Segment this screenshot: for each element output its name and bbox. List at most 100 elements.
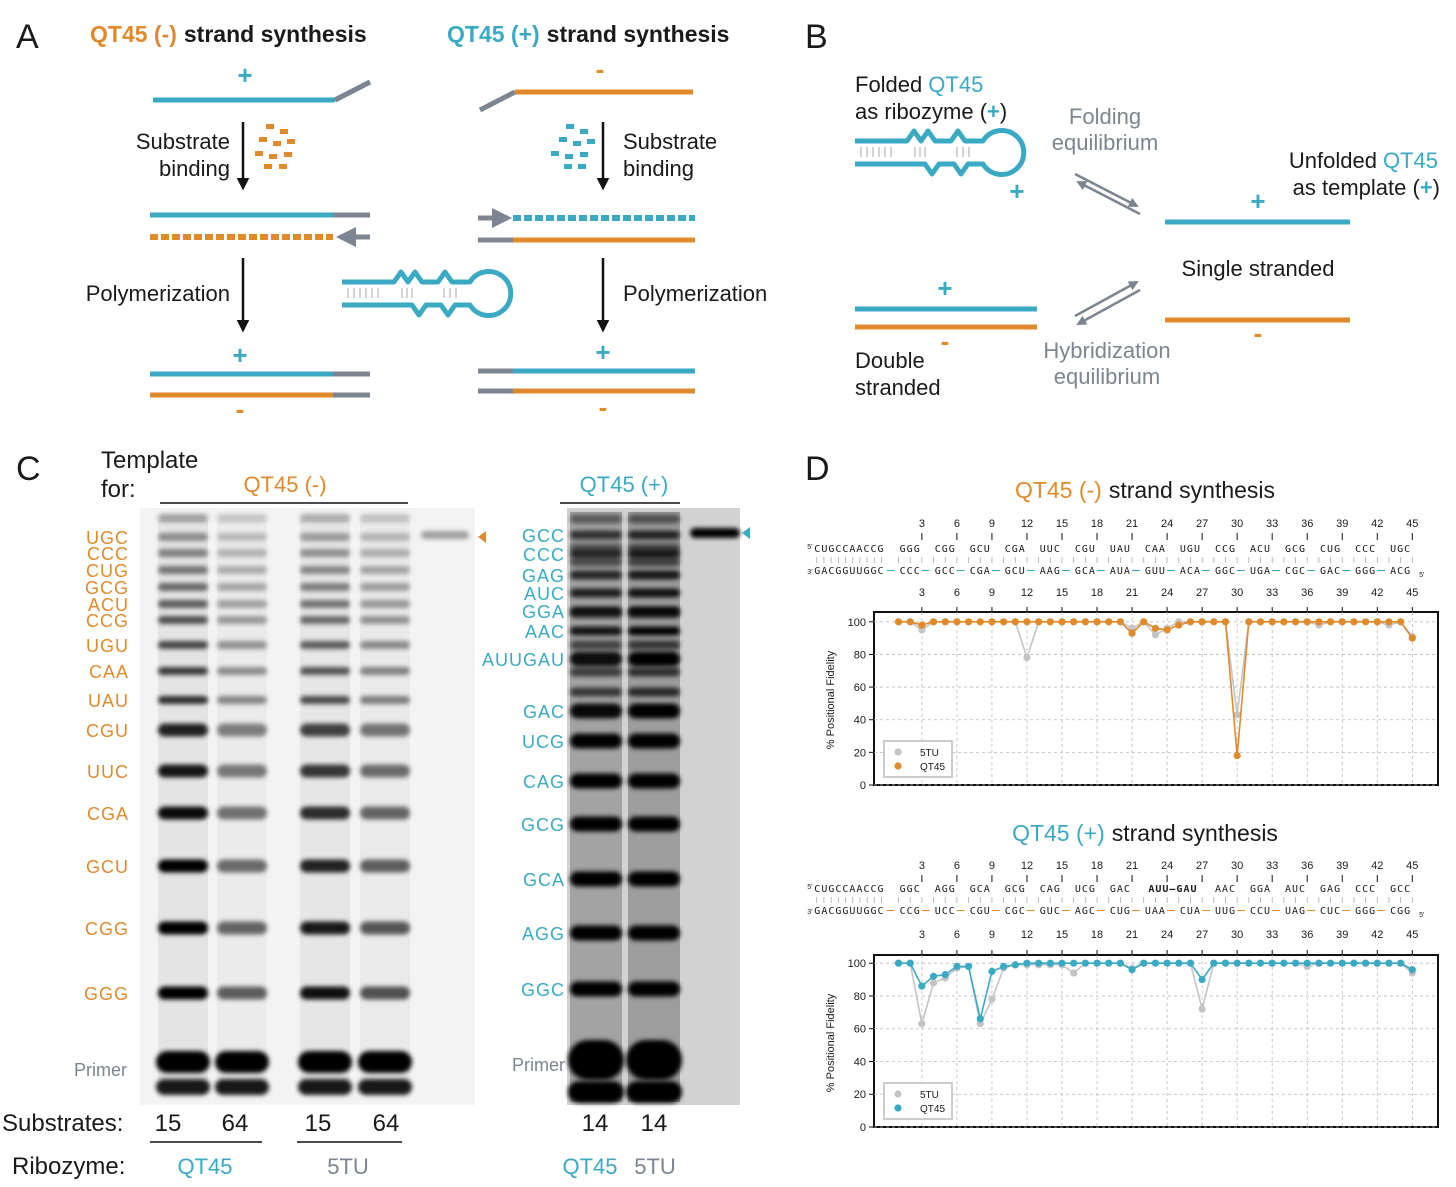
- gel-band: [358, 1051, 412, 1073]
- y-tick-label: 100: [848, 958, 866, 970]
- gel-band: [217, 986, 267, 1000]
- band-label: UGU: [86, 636, 129, 656]
- data-point: [1035, 618, 1043, 626]
- gel-band: [628, 651, 680, 667]
- codon: UCC: [935, 906, 956, 917]
- codon: UCG: [1075, 884, 1096, 895]
- gel-band: [300, 723, 350, 737]
- overhang: [333, 79, 372, 103]
- data-point: [1116, 959, 1124, 967]
- codon: CGU: [1075, 544, 1096, 555]
- gel-band: [570, 514, 622, 524]
- gel-band: [570, 981, 622, 997]
- gel-band: [628, 530, 680, 540]
- x-tick-label: 39: [1336, 929, 1348, 941]
- full-length-marker: [478, 531, 486, 543]
- panel-title: QT45 (+) strand synthesis: [447, 21, 729, 47]
- gel-band: [217, 764, 267, 778]
- label: Unfolded QT45: [1289, 148, 1438, 173]
- gel-band: [158, 986, 208, 1000]
- data-point: [1315, 618, 1323, 626]
- data-point: [1198, 618, 1206, 626]
- codon: AUC: [1285, 884, 1306, 895]
- label-part: ): [1000, 99, 1007, 124]
- gel-band: [628, 514, 680, 524]
- data-point: [1256, 618, 1265, 626]
- panel-letter: D: [805, 450, 830, 488]
- gel-band: [570, 773, 622, 789]
- step-label: Polymerization: [86, 281, 230, 306]
- title-rest: strand synthesis: [1112, 820, 1278, 846]
- gel-band: [217, 806, 267, 820]
- y-tick-label: 0: [860, 780, 866, 792]
- data-point: [964, 618, 973, 626]
- x-tick-label: 21: [1126, 929, 1138, 941]
- data-point: [988, 967, 996, 975]
- legend-box: [883, 740, 953, 778]
- minus-sign: -: [596, 54, 605, 84]
- y-tick-label: 0: [860, 1122, 866, 1134]
- y-tick-label: 80: [854, 649, 866, 661]
- prime-label: 5′: [807, 884, 813, 891]
- data-point: [1233, 959, 1241, 967]
- codon: AGC: [1075, 906, 1096, 917]
- codon: CUA: [1180, 906, 1201, 917]
- data-point: [1058, 959, 1066, 967]
- gel-band: [217, 616, 267, 624]
- x-tick-label: 33: [1266, 929, 1278, 941]
- label-part: +: [1420, 175, 1433, 200]
- codon: ACA: [1180, 566, 1201, 577]
- label: Hybridization: [1043, 338, 1170, 363]
- data-point: [1280, 618, 1288, 626]
- codon: AGG: [935, 884, 956, 895]
- ribozyme-name: 5TU: [634, 1154, 676, 1179]
- data-point: [941, 971, 949, 979]
- codon: CGA: [1005, 544, 1026, 555]
- gel-band: [360, 566, 410, 574]
- data-point: [1397, 959, 1405, 967]
- gel-band: [217, 533, 267, 541]
- label-part: +: [987, 99, 1000, 124]
- x-tick-label: 6: [954, 587, 960, 599]
- x-tick-label: 3: [919, 518, 925, 530]
- codon: UAA: [1145, 906, 1166, 917]
- data-point: [1268, 959, 1276, 967]
- data-point: [1210, 618, 1218, 626]
- x-tick-label: 18: [1091, 518, 1103, 530]
- gel-band: [570, 557, 622, 567]
- gel-band: [300, 806, 350, 820]
- gel-band: [300, 764, 350, 778]
- data-point: [1326, 618, 1335, 626]
- x-tick-label: 30: [1231, 518, 1243, 530]
- data-point: [1046, 959, 1054, 967]
- gel-band: [360, 806, 410, 820]
- gel-band: [628, 871, 680, 887]
- plus-sign: +: [937, 273, 952, 303]
- data-point: [1256, 959, 1265, 967]
- legend-label: QT45: [920, 1104, 945, 1115]
- gel-band: [360, 514, 410, 522]
- legend-box: [883, 1082, 953, 1120]
- legend-marker: [894, 1090, 902, 1098]
- x-tick-label: 24: [1161, 518, 1173, 530]
- full-length-marker: [742, 527, 750, 539]
- chart-title: QT45 (+) strand synthesis: [1012, 820, 1278, 846]
- gel-band: [628, 773, 680, 789]
- x-tick-label: 42: [1371, 929, 1383, 941]
- x-tick-label: 30: [1231, 860, 1243, 872]
- codon: CGG: [935, 544, 956, 555]
- substrates: [255, 124, 295, 169]
- x-tick-label: 36: [1301, 518, 1313, 530]
- arrow: [1076, 288, 1141, 326]
- x-tick-label: 27: [1196, 860, 1208, 872]
- label-part: Folded: [855, 72, 922, 97]
- gel-band: [360, 600, 410, 608]
- substrate-count: 64: [222, 1110, 249, 1137]
- codon: UUC: [1040, 544, 1061, 555]
- ribozyme: [342, 272, 511, 316]
- gel-band: [628, 687, 680, 697]
- gel-band: [217, 549, 267, 557]
- x-tick-label: 6: [954, 518, 960, 530]
- gel-band: [298, 1051, 352, 1073]
- data-point: [953, 962, 961, 971]
